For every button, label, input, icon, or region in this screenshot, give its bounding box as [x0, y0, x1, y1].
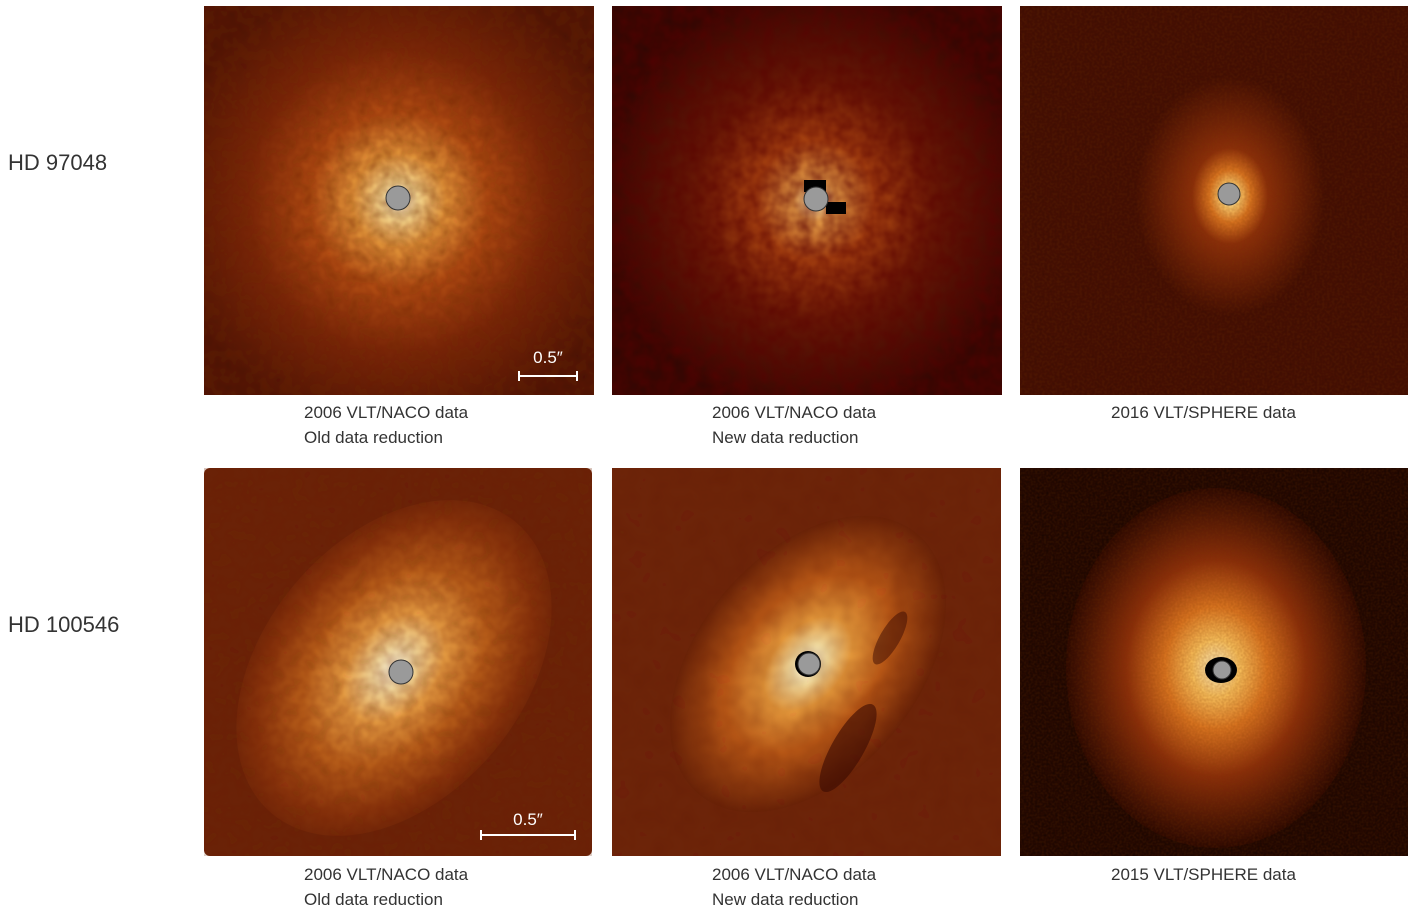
caption-line-1: 2006 VLT/NACO data — [712, 865, 877, 884]
caption-line-1: 2006 VLT/NACO data — [304, 403, 469, 422]
disk-image-svg — [204, 468, 592, 856]
caption-line-2: Old data reduction — [304, 890, 443, 909]
disk-image-svg — [1020, 468, 1408, 856]
scale-bar-line — [518, 371, 578, 381]
caption-hd100546-sphere: 2015 VLT/SPHERE data — [1111, 862, 1296, 887]
caption-hd100546-naco-new: 2006 VLT/NACO data New data reduction — [712, 862, 876, 912]
scale-bar: 0.5″ — [518, 348, 578, 382]
caption-hd97048-sphere: 2016 VLT/SPHERE data — [1111, 400, 1296, 425]
scale-bar-line — [480, 830, 576, 840]
caption-line-2: Old data reduction — [304, 428, 443, 447]
caption-line-2: New data reduction — [712, 890, 859, 909]
disk-image-svg — [204, 6, 594, 395]
caption-line-2: New data reduction — [712, 428, 859, 447]
coronagraph-mask-icon — [797, 652, 821, 676]
caption-line-1: 2015 VLT/SPHERE data — [1111, 865, 1296, 884]
caption-hd97048-naco-old: 2006 VLT/NACO data Old data reduction — [304, 400, 468, 450]
disk-image-svg — [1020, 6, 1408, 395]
image-hd97048-sphere — [1020, 6, 1408, 395]
image-hd100546-naco-old: 0.5″ — [204, 468, 592, 856]
image-hd97048-naco-old: 0.5″ — [204, 6, 594, 395]
coronagraph-mask-icon — [385, 185, 411, 211]
caption-hd97048-naco-new: 2006 VLT/NACO data New data reduction — [712, 400, 876, 450]
coronagraph-mask-icon — [803, 186, 829, 212]
caption-line-1: 2006 VLT/NACO data — [304, 865, 469, 884]
caption-hd100546-naco-old: 2006 VLT/NACO data Old data reduction — [304, 862, 468, 912]
image-hd100546-sphere — [1020, 468, 1408, 856]
caption-line-1: 2006 VLT/NACO data — [712, 403, 877, 422]
image-hd97048-naco-new — [612, 6, 1002, 395]
image-hd100546-naco-new — [612, 468, 1001, 856]
disk-image-svg — [612, 6, 1002, 395]
coronagraph-mask-icon — [1217, 182, 1241, 206]
scale-bar: 0.5″ — [480, 810, 576, 844]
scale-bar-label: 0.5″ — [513, 810, 543, 829]
coronagraph-mask-icon — [388, 659, 414, 685]
caption-line-1: 2016 VLT/SPHERE data — [1111, 403, 1296, 422]
scale-bar-label: 0.5″ — [533, 348, 563, 367]
coronagraph-mask-icon — [1212, 660, 1232, 680]
disk-image-svg — [612, 468, 1001, 856]
row-label-hd-97048: HD 97048 — [8, 150, 108, 175]
row-label-hd-100546: HD 100546 — [8, 612, 120, 637]
